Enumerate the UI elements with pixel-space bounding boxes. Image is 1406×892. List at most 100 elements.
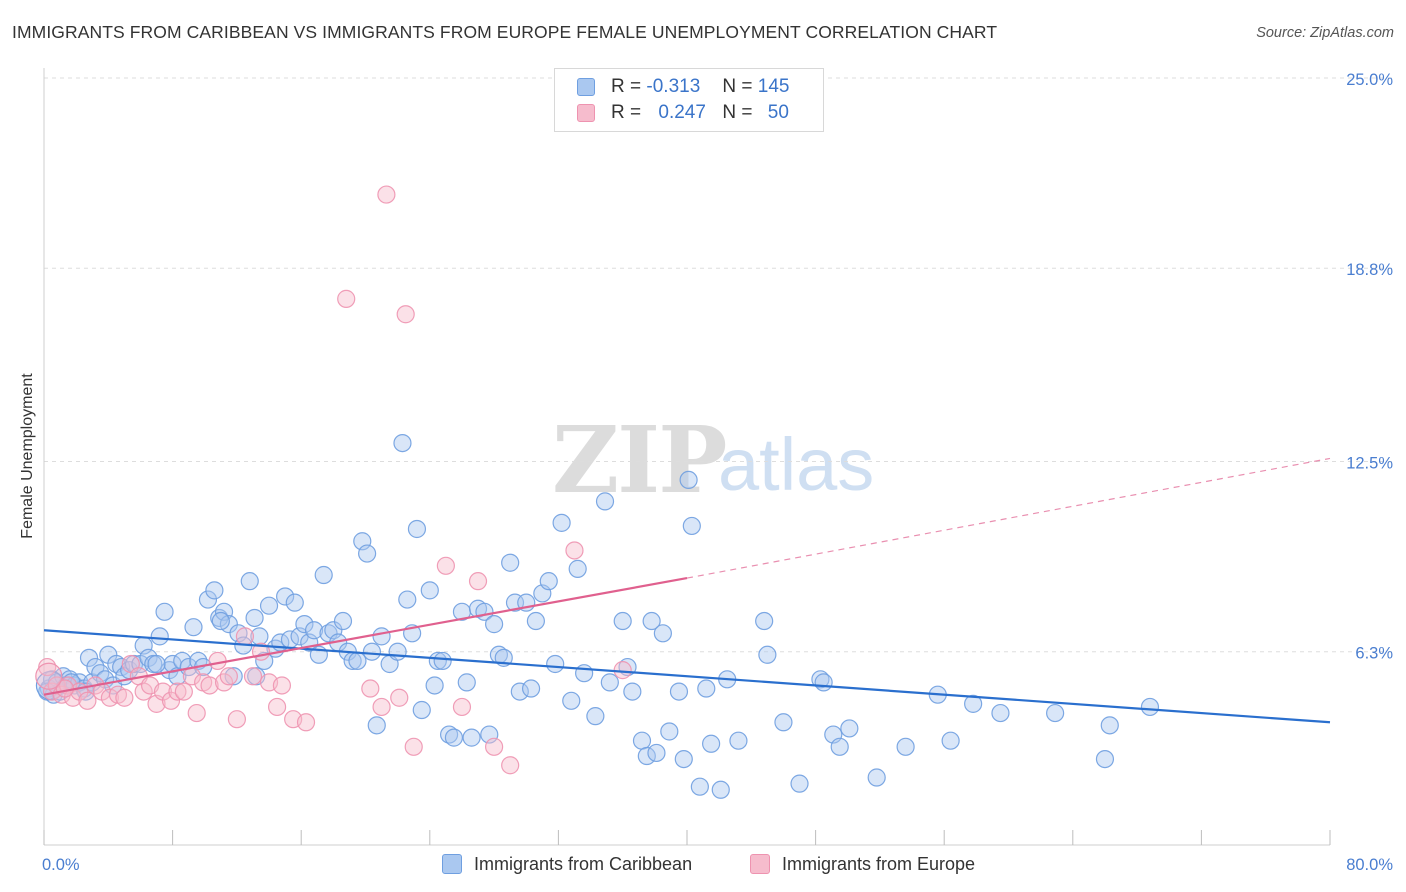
caribbean-point-45 — [240, 572, 259, 591]
series-caribbean-points — [35, 433, 1160, 799]
caribbean-point-97 — [510, 682, 529, 701]
caribbean-point-54 — [285, 593, 304, 612]
europe-point-46 — [452, 697, 472, 717]
caribbean-point-151 — [147, 654, 166, 674]
bottom-legend-label-europe: Immigrants from Europe — [782, 853, 976, 874]
europe-trend-line — [43, 577, 688, 696]
caribbean-point-113 — [623, 682, 642, 701]
europe-point-40 — [372, 697, 391, 717]
caribbean-point-142 — [964, 694, 983, 713]
caribbean-point-82 — [428, 651, 447, 671]
legend-row-europe: R = 0.247 N = 50 — [577, 101, 789, 125]
caribbean-point-78 — [407, 519, 427, 539]
caribbean-point-81 — [425, 676, 444, 695]
caribbean-point-39 — [210, 608, 229, 628]
legend-n-label: N = — [722, 102, 753, 123]
caribbean-point-58 — [304, 621, 324, 640]
europe-point-39 — [361, 679, 380, 698]
trend-lines — [43, 457, 1331, 724]
caribbean-point-67 — [348, 651, 367, 671]
caribbean-point-103 — [546, 654, 565, 674]
europe-cluster-point — [35, 662, 63, 690]
legend-row-caribbean: R = -0.313 N = 145 — [577, 75, 789, 99]
caribbean-point-34 — [184, 618, 203, 637]
caribbean-point-38 — [205, 581, 224, 600]
caribbean-point-92 — [485, 615, 504, 634]
europe-point-20 — [168, 682, 187, 701]
legend-n-label: N = — [722, 76, 753, 97]
caribbean-point-146 — [1100, 716, 1119, 735]
europe-point-7 — [78, 691, 97, 710]
caribbean-point-145 — [1095, 749, 1115, 769]
caribbean-point-88 — [462, 728, 481, 747]
caribbean-point-136 — [830, 737, 849, 756]
caribbean-point-144 — [1046, 703, 1065, 723]
caribbean-point-52 — [276, 587, 295, 606]
europe-point-27 — [214, 673, 234, 692]
caribbean-point-75 — [393, 433, 412, 453]
legend-r-label: R = — [611, 102, 642, 123]
caribbean-point-76 — [398, 590, 417, 609]
europe-point-12 — [115, 688, 134, 707]
caribbean-point-80 — [420, 581, 439, 600]
legend-swatch-europe — [577, 104, 595, 122]
caribbean-point-129 — [729, 731, 748, 750]
y-tick-label-1: 12.5% — [1346, 455, 1393, 473]
europe-point-38 — [337, 289, 356, 308]
caribbean-point-61 — [319, 624, 338, 643]
caribbean-point-126 — [702, 734, 721, 753]
y-tick-label-0: 6.3% — [1355, 645, 1393, 663]
caribbean-point-105 — [562, 691, 581, 710]
europe-point-51 — [613, 661, 632, 680]
correlation-legend: R = -0.313 N = 145 R = 0.247 N = 50 — [554, 68, 824, 132]
caribbean-point-147 — [1140, 697, 1160, 717]
caribbean-point-74 — [388, 642, 407, 661]
europe-point-43 — [396, 305, 415, 324]
caribbean-point-11 — [79, 648, 99, 667]
caribbean-point-102 — [539, 572, 558, 591]
caribbean-point-123 — [682, 516, 701, 536]
caribbean-point-116 — [642, 611, 661, 631]
europe-point-29 — [227, 710, 246, 729]
europe-point-35 — [272, 676, 292, 695]
caribbean-point-56 — [295, 615, 314, 634]
europe-point-0 — [38, 657, 57, 677]
caribbean-point-28 — [155, 602, 174, 621]
caribbean-point-46 — [245, 608, 264, 628]
chart-title: IMMIGRANTS FROM CARIBBEAN VS IMMIGRANTS … — [12, 22, 998, 42]
europe-point-49 — [501, 756, 520, 775]
caribbean-point-85 — [444, 728, 464, 747]
x-tick-label-0: 0.0% — [42, 856, 80, 874]
europe-point-45 — [436, 556, 455, 575]
watermark-atlas: atlas — [718, 423, 874, 506]
caribbean-point-109 — [595, 492, 615, 511]
europe-point-23 — [187, 703, 206, 723]
legend-swatch-caribbean — [577, 78, 595, 96]
europe-point-47 — [468, 572, 488, 591]
caribbean-point-119 — [660, 722, 679, 741]
bottom-legend-swatch-caribbean — [442, 854, 462, 874]
caribbean-point-143 — [991, 703, 1010, 723]
legend-n-value: 145 — [757, 76, 790, 97]
caribbean-point-125 — [697, 679, 716, 698]
caribbean-point-110 — [600, 673, 619, 692]
axes — [43, 68, 1331, 846]
caribbean-point-108 — [586, 707, 605, 726]
europe-point-19 — [161, 691, 181, 710]
legend-r-value: -0.313 — [646, 76, 701, 97]
caribbean-point-60 — [314, 565, 333, 585]
caribbean-point-83 — [433, 651, 452, 671]
caribbean-point-13 — [86, 657, 105, 677]
grid-lines — [44, 77, 1395, 653]
series-europe-points — [35, 185, 632, 775]
legend-r-value: 0.247 — [658, 102, 706, 123]
caribbean-point-127 — [711, 780, 730, 799]
europe-point-25 — [200, 676, 219, 695]
caribbean-point-71 — [367, 716, 386, 735]
caribbean-point-121 — [674, 749, 693, 769]
caribbean-point-49 — [259, 596, 279, 615]
caribbean-point-42 — [224, 667, 243, 686]
caribbean-point-139 — [896, 737, 915, 756]
europe-point-48 — [485, 737, 504, 756]
